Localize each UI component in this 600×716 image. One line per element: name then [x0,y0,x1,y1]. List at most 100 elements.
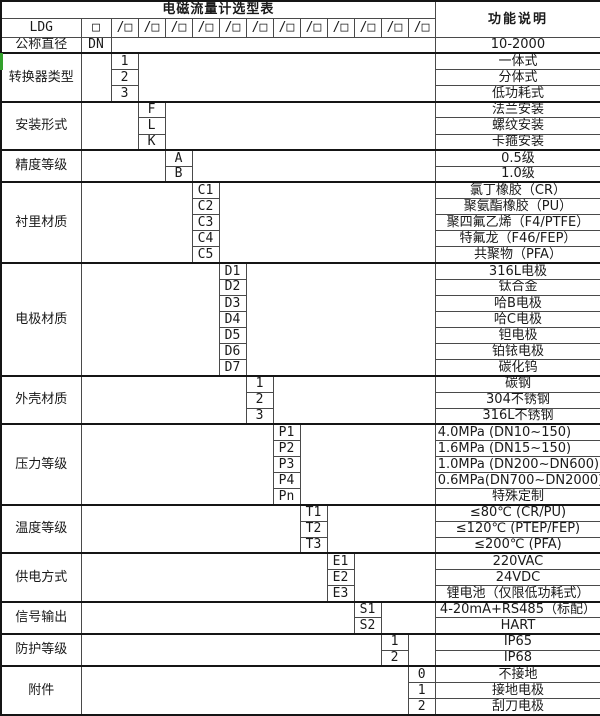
installation-type-desc-1: 螺纹安装 [434,117,600,135]
model-code-box-12: /□ [407,17,436,38]
pressure-class-desc-2: 1.0MPa (DN200~DN600) [434,456,600,474]
pressure-class-code-P1: P1 [272,423,301,441]
electrode-material-code-D4: D4 [218,310,247,329]
temperature-class-code-T2: T2 [299,520,328,538]
temperature-class-desc-1: ≤120℃ (PTEP/FEP) [434,520,600,538]
lining-material-desc-0: 氯丁橡胶（CR） [434,181,600,200]
power-supply-desc-1: 24VDC [434,568,600,587]
converter-type-label: 转换器类型 [0,52,82,103]
model-code-box-3: /□ [164,17,193,38]
converter-type-desc-2: 低功耗式 [434,85,600,103]
pressure-class-desc-4: 特殊定制 [434,488,600,506]
accuracy-class-code-A: A [164,149,193,167]
converter-type-code-2: 2 [110,69,139,87]
power-supply-label: 供电方式 [0,552,82,603]
model-code-box-7: /□ [272,17,301,38]
power-supply-left-spacer [80,552,328,603]
housing-material-code-3: 3 [245,407,274,425]
power-supply-desc-2: 锂电池（仅限低功耗式） [434,585,600,603]
lining-material-label: 衬里材质 [0,181,82,264]
lining-material-right-spacer [218,181,436,264]
accessories-desc-1: 接地电极 [434,681,600,699]
lining-material-code-C3: C3 [191,214,220,232]
pressure-class-desc-1: 1.6MPa (DN15~150) [434,439,600,458]
protection-class-desc-0: IP65 [434,632,600,651]
model-code-box-8: /□ [299,17,328,38]
power-supply-code-E2: E2 [326,568,355,587]
electrode-material-code-D2: D2 [218,278,247,296]
model-code-box-1: /□ [110,17,139,38]
electrode-material-code-D6: D6 [218,343,247,361]
electrode-material-desc-5: 铂铱电极 [434,343,600,361]
electrode-material-label: 电极材质 [0,262,82,377]
accuracy-class-desc-0: 0.5级 [434,149,600,167]
pressure-class-code-P3: P3 [272,456,301,474]
installation-type-code-K: K [137,133,166,151]
electrode-material-right-spacer [245,262,436,377]
housing-material-right-spacer [272,374,436,425]
converter-type-desc-1: 分体式 [434,69,600,87]
lining-material-desc-1: 聚氨酯橡胶（PU） [434,198,600,216]
model-first-box: □ [80,17,112,38]
electrode-material-desc-1: 钛合金 [434,278,600,296]
installation-type-code-L: L [137,117,166,135]
lining-material-desc-4: 共聚物（PFA） [434,246,600,264]
power-supply-code-E3: E3 [326,585,355,603]
temperature-class-desc-2: ≤200℃ (PFA) [434,536,600,554]
model-code-box-11: /□ [380,17,409,38]
temperature-class-label: 温度等级 [0,503,82,554]
pressure-class-desc-3: 0.6MPa(DN700~DN2000) [434,472,600,490]
electrode-material-code-D5: D5 [218,327,247,345]
power-supply-desc-0: 220VAC [434,552,600,570]
electrode-material-code-D7: D7 [218,359,247,377]
model-code-box-4: /□ [191,17,220,38]
accuracy-class-right-spacer [191,149,436,183]
pressure-class-code-P2: P2 [272,439,301,458]
converter-type-code-1: 1 [110,52,139,71]
temperature-class-code-T3: T3 [299,536,328,554]
diameter-code-dn: DN [80,36,112,54]
lining-material-desc-3: 特氟龙（F46/FEP） [434,230,600,248]
signal-output-desc-1: HART [434,617,600,635]
accessories-desc-0: 不接地 [434,665,600,683]
lining-material-code-C1: C1 [191,181,220,200]
accuracy-class-left-spacer [80,149,166,183]
temperature-class-code-T1: T1 [299,503,328,522]
pressure-class-code-Pn: Pn [272,488,301,506]
accessories-code-0: 0 [407,665,436,683]
pressure-class-desc-0: 4.0MPa (DN10~150) [434,423,600,441]
signal-output-code-S1: S1 [353,600,382,619]
protection-class-right-spacer [407,632,436,667]
green-cell-marker [0,53,3,70]
electrode-material-desc-2: 哈B电极 [434,294,600,312]
housing-material-desc-0: 碳钢 [434,374,600,393]
converter-type-right-spacer [137,52,436,103]
lining-material-left-spacer [80,181,193,264]
installation-type-desc-0: 法兰安装 [434,100,600,119]
accuracy-class-desc-1: 1.0级 [434,165,600,183]
model-code-box-2: /□ [137,17,166,38]
housing-material-code-2: 2 [245,391,274,409]
electrode-material-desc-3: 哈C电极 [434,310,600,329]
converter-type-left-spacer [80,52,112,103]
protection-class-code-1: 1 [380,632,409,651]
electrode-material-desc-4: 钽电极 [434,327,600,345]
pressure-class-left-spacer [80,423,274,506]
pressure-class-label: 压力等级 [0,423,82,506]
function-description-header: 功能说明 [434,0,600,38]
electrode-material-code-D1: D1 [218,262,247,280]
installation-type-code-F: F [137,100,166,119]
power-supply-code-E1: E1 [326,552,355,570]
housing-material-desc-1: 304不锈钢 [434,391,600,409]
signal-output-label: 信号输出 [0,600,82,635]
signal-output-right-spacer [380,600,436,635]
protection-class-code-2: 2 [380,649,409,667]
model-code-box-6: /□ [245,17,274,38]
model-code-box-9: /□ [326,17,355,38]
selection-table-title: 电磁流量计选型表 [0,0,436,19]
signal-output-left-spacer [80,600,355,635]
signal-output-code-S2: S2 [353,617,382,635]
lining-material-code-C2: C2 [191,198,220,216]
